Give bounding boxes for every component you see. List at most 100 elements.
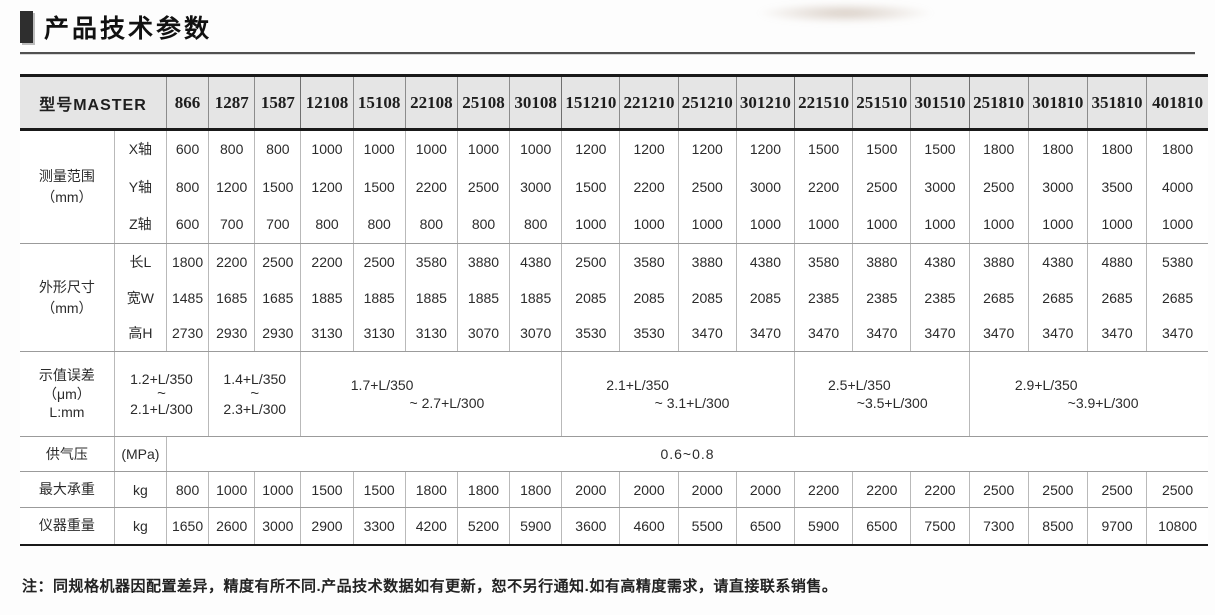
value-cell: 8500 xyxy=(1028,507,1088,546)
value-cell: 3470 xyxy=(736,315,796,352)
value-cell: 3000 xyxy=(509,167,563,206)
value-cell: 2685 xyxy=(1028,279,1088,316)
value-cell: 2385 xyxy=(852,279,912,316)
row-max-load: 最大承重 kg 800 1000 1000 1500 1500 1800 1800 1800 200… xyxy=(20,471,1208,508)
value-cell: 3880 xyxy=(969,243,1029,280)
value-cell: 1685 xyxy=(254,279,302,316)
value-cell: 2500 xyxy=(1146,471,1208,508)
value-cell: 2000 xyxy=(678,471,737,508)
page-header: 产品技术参数 xyxy=(20,9,1215,45)
value-cell: 3470 xyxy=(678,315,737,352)
value-cell: 2500 xyxy=(353,243,406,280)
model-col-221510: 221510 xyxy=(794,75,854,131)
value-cell: 1500 xyxy=(353,471,406,508)
value-cell: 1800 xyxy=(405,471,458,508)
value-cell: 1000 xyxy=(405,129,458,168)
value-cell: 1885 xyxy=(405,279,458,316)
value-cell: 2900 xyxy=(300,507,354,546)
value-cell: 3880 xyxy=(457,243,511,280)
error-range-cell: 2.9+L/350 ~3.9+L/300 xyxy=(969,351,1208,437)
value-cell: 1800 xyxy=(969,129,1029,168)
value-cell: 2200 xyxy=(300,243,354,280)
value-cell: 1000 xyxy=(678,205,737,244)
model-col-866: 866 xyxy=(166,75,210,131)
value-cell: 3130 xyxy=(300,315,354,352)
sub-label-length-l: 长L xyxy=(114,243,167,280)
value-cell: 1200 xyxy=(736,129,796,168)
value-cell: 1000 xyxy=(852,205,912,244)
value-cell: 2200 xyxy=(619,167,679,206)
value-cell: 3000 xyxy=(254,507,302,546)
value-cell: 1800 xyxy=(509,471,563,508)
value-cell: 9700 xyxy=(1087,507,1148,546)
value-cell: 1000 xyxy=(353,129,406,168)
value-cell: 2085 xyxy=(678,279,737,316)
value-cell: 1885 xyxy=(457,279,511,316)
model-col-301210: 301210 xyxy=(736,75,796,131)
value-cell: 3000 xyxy=(1028,167,1088,206)
value-cell: 800 xyxy=(208,129,256,168)
value-cell: 2500 xyxy=(969,167,1029,206)
row-width-w: 宽W 1485 1685 1685 1885 1885 1885 1885 1885 2085 20… xyxy=(20,279,1208,316)
value-cell: 2200 xyxy=(208,243,256,280)
model-col-30108: 30108 xyxy=(509,75,563,131)
error-range-line: 2.5+L/350 xyxy=(827,376,891,393)
error-range-cell: 2.5+L/350 ~3.5+L/300 xyxy=(794,351,970,437)
value-cell: 1500 xyxy=(561,167,621,206)
error-range-line: ~ 2.7+L/300 xyxy=(409,395,485,411)
value-cell: 3130 xyxy=(353,315,406,352)
value-cell: 3000 xyxy=(736,167,796,206)
error-range-line: ~3.5+L/300 xyxy=(856,395,928,411)
value-cell: 1800 xyxy=(166,243,210,280)
value-cell: 1500 xyxy=(300,471,354,508)
unit-label-air-pressure: (MPa) xyxy=(114,436,167,472)
value-cell: 1800 xyxy=(1028,129,1088,168)
air-pressure-value: 0.6~0.8 xyxy=(166,436,1208,472)
model-col-1287: 1287 xyxy=(208,75,256,131)
value-cell: 800 xyxy=(457,205,511,244)
value-cell: 3300 xyxy=(353,507,406,546)
value-cell: 1000 xyxy=(254,471,302,508)
value-cell: 1650 xyxy=(166,507,210,546)
value-cell: 2085 xyxy=(619,279,679,316)
model-col-22108: 22108 xyxy=(405,75,458,131)
value-cell: 2000 xyxy=(619,471,679,508)
row-label-max-load: 最大承重 xyxy=(20,471,115,508)
row-y-axis: Y轴 800 1200 1500 1200 1500 2200 2500 3000 1500 220… xyxy=(20,167,1208,206)
value-cell: 1800 xyxy=(457,471,511,508)
value-cell: 2685 xyxy=(969,279,1029,316)
value-cell: 1200 xyxy=(619,129,679,168)
value-cell: 6500 xyxy=(852,507,912,546)
value-cell: 3530 xyxy=(619,315,679,352)
error-range-line: ~ xyxy=(157,385,166,403)
row-machine-weight: 仪器重量 kg 1650 2600 3000 2900 3300 4200 5200 5900 36… xyxy=(20,507,1208,546)
model-col-401810: 401810 xyxy=(1146,75,1208,131)
value-cell: 3880 xyxy=(852,243,912,280)
sub-label-machine-weight: kg xyxy=(114,507,167,546)
value-cell: 2200 xyxy=(910,471,970,508)
model-col-25108: 25108 xyxy=(457,75,511,131)
value-cell: 1500 xyxy=(254,167,302,206)
value-cell: 1500 xyxy=(353,167,406,206)
value-cell: 1000 xyxy=(969,205,1029,244)
value-cell: 600 xyxy=(166,129,210,168)
value-cell: 3470 xyxy=(1146,315,1208,352)
error-range-line: ~ xyxy=(250,385,260,403)
row-x-axis: 测量范围 （mm） X轴 600 800 800 1000 1000 1000 1000 1000… xyxy=(20,129,1208,244)
value-cell: 1000 xyxy=(1028,205,1088,244)
section-label: 测量范围 （mm） xyxy=(20,129,115,244)
value-cell: 2685 xyxy=(1087,279,1148,316)
row-label-indication-error: 示值误差 （μm） L:mm xyxy=(20,351,115,437)
error-range-cell: 1.4+L/350 ~2.3+L/300 xyxy=(208,351,302,437)
value-cell: 4000 xyxy=(1146,167,1208,206)
value-cell: 4380 xyxy=(1028,243,1088,280)
model-col-12108: 12108 xyxy=(300,75,354,131)
value-cell: 3470 xyxy=(910,315,970,352)
value-cell: 800 xyxy=(353,205,406,244)
value-cell: 2685 xyxy=(1146,279,1208,316)
value-cell: 7300 xyxy=(969,507,1029,546)
value-cell: 1000 xyxy=(509,129,563,168)
value-cell: 3470 xyxy=(794,315,854,352)
value-cell: 1885 xyxy=(509,279,563,316)
value-cell: 1485 xyxy=(166,279,210,316)
